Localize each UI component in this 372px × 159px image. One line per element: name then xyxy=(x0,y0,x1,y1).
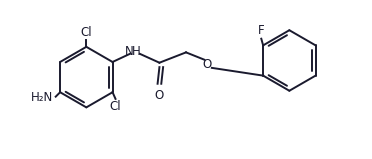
Text: Cl: Cl xyxy=(110,100,121,113)
Text: F: F xyxy=(258,24,264,37)
Text: H₂N: H₂N xyxy=(31,91,54,104)
Text: Cl: Cl xyxy=(80,26,92,39)
Text: H: H xyxy=(132,45,141,58)
Text: O: O xyxy=(155,89,164,102)
Text: N: N xyxy=(125,45,134,58)
Text: O: O xyxy=(203,58,212,71)
